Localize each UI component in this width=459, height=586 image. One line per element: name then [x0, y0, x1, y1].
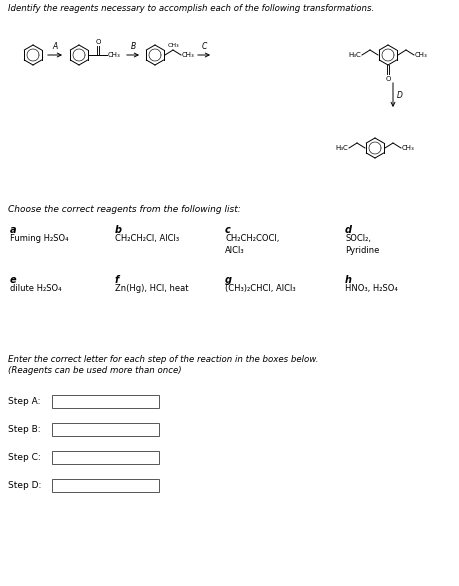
Text: H₃C: H₃C: [335, 145, 348, 151]
Text: A: A: [52, 42, 58, 51]
Text: HNO₃, H₂SO₄: HNO₃, H₂SO₄: [345, 284, 398, 293]
Text: CH₃: CH₃: [182, 52, 195, 58]
Text: Step B:: Step B:: [8, 425, 41, 434]
Bar: [52, 395, 159, 408]
Bar: [52, 423, 159, 436]
Text: Step C:: Step C:: [8, 453, 41, 462]
Text: CH₃: CH₃: [108, 52, 121, 58]
Text: Fuming H₂SO₄: Fuming H₂SO₄: [10, 234, 69, 243]
Text: dilute H₂SO₄: dilute H₂SO₄: [10, 284, 62, 293]
Text: CH₃: CH₃: [167, 43, 179, 48]
Text: b: b: [115, 225, 122, 235]
Text: CH₂CH₂Cl, AlCl₃: CH₂CH₂Cl, AlCl₃: [115, 234, 179, 243]
Bar: [52, 479, 159, 492]
Text: Zn(Hg), HCl, heat: Zn(Hg), HCl, heat: [115, 284, 189, 293]
Text: a: a: [10, 225, 17, 235]
Text: C: C: [202, 42, 207, 51]
Text: d: d: [345, 225, 352, 235]
Text: CH₃: CH₃: [415, 52, 428, 58]
Text: Step D:: Step D:: [8, 481, 41, 490]
Text: Choose the correct reagents from the following list:: Choose the correct reagents from the fol…: [8, 205, 241, 214]
Text: O: O: [95, 39, 101, 45]
Bar: [52, 451, 159, 464]
Text: Identify the reagents necessary to accomplish each of the following transformati: Identify the reagents necessary to accom…: [8, 4, 374, 13]
Text: CH₂CH₂COCl,
AlCl₃: CH₂CH₂COCl, AlCl₃: [225, 234, 280, 255]
Text: e: e: [10, 275, 17, 285]
Text: f: f: [115, 275, 119, 285]
Text: H₃C: H₃C: [348, 52, 361, 58]
Text: g: g: [225, 275, 232, 285]
Text: h: h: [345, 275, 352, 285]
Text: SOCl₂,
Pyridine: SOCl₂, Pyridine: [345, 234, 380, 255]
Text: (Reagents can be used more than once): (Reagents can be used more than once): [8, 366, 182, 375]
Text: D: D: [397, 90, 403, 100]
Text: CH₃: CH₃: [402, 145, 415, 151]
Text: (CH₃)₂CHCl, AlCl₃: (CH₃)₂CHCl, AlCl₃: [225, 284, 296, 293]
Text: Enter the correct letter for each step of the reaction in the boxes below.: Enter the correct letter for each step o…: [8, 355, 319, 364]
Text: Step A:: Step A:: [8, 397, 40, 406]
Text: B: B: [130, 42, 135, 51]
Text: O: O: [385, 76, 391, 82]
Text: c: c: [225, 225, 231, 235]
